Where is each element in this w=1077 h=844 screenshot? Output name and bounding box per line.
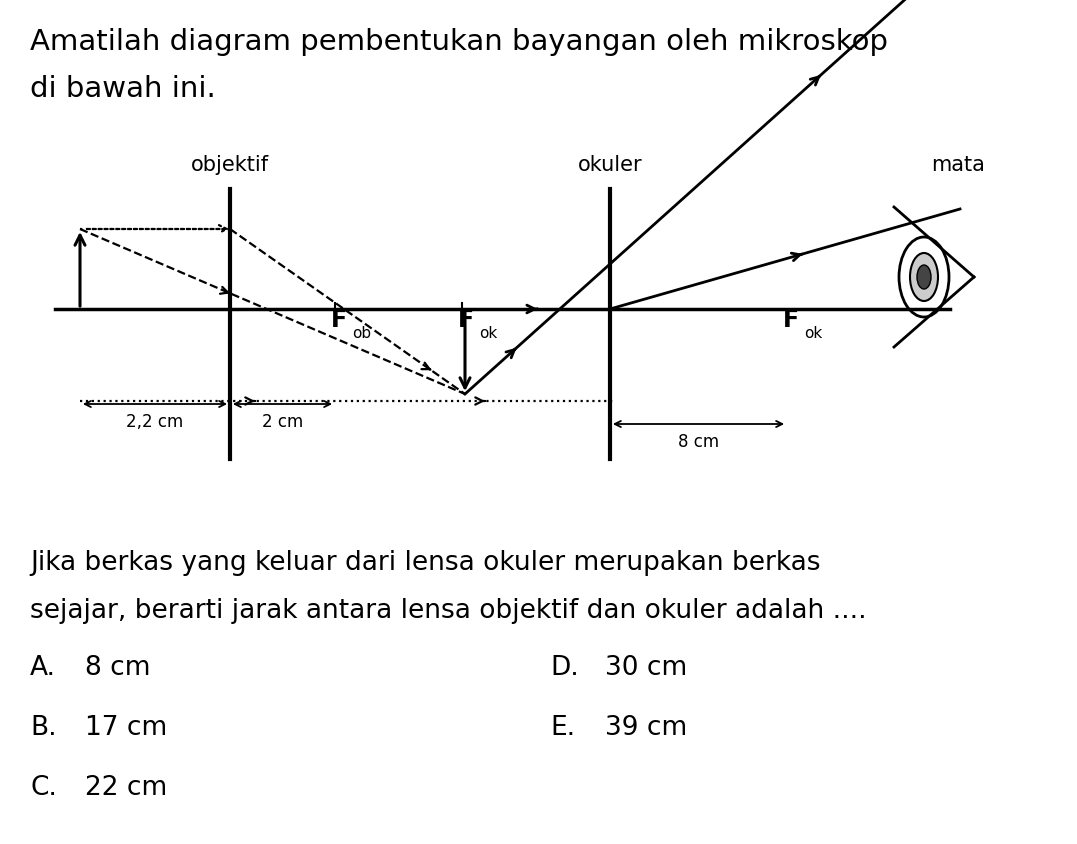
- Text: ok: ok: [805, 326, 822, 341]
- Text: 8 cm: 8 cm: [677, 432, 719, 451]
- Text: E.: E.: [550, 714, 575, 740]
- Text: Jika berkas yang keluar dari lensa okuler merupakan berkas: Jika berkas yang keluar dari lensa okule…: [30, 549, 821, 576]
- Text: B.: B.: [30, 714, 57, 740]
- Text: 2 cm: 2 cm: [262, 413, 303, 430]
- Text: 22 cm: 22 cm: [85, 774, 167, 800]
- Text: Amatilah diagram pembentukan bayangan oleh mikroskop: Amatilah diagram pembentukan bayangan ol…: [30, 28, 889, 56]
- Text: objektif: objektif: [191, 154, 269, 175]
- Ellipse shape: [910, 254, 938, 301]
- Text: $\mathbf{F}$: $\mathbf{F}$: [782, 307, 798, 332]
- Text: A.: A.: [30, 654, 56, 680]
- Text: $\mathbf{F}$: $\mathbf{F}$: [457, 307, 473, 332]
- Text: ob: ob: [352, 326, 372, 341]
- Text: ok: ok: [479, 326, 498, 341]
- Text: C.: C.: [30, 774, 57, 800]
- Text: D.: D.: [550, 654, 578, 680]
- Ellipse shape: [917, 266, 931, 289]
- Text: 8 cm: 8 cm: [85, 654, 151, 680]
- Text: di bawah ini.: di bawah ini.: [30, 75, 215, 103]
- Text: 39 cm: 39 cm: [605, 714, 687, 740]
- Text: 30 cm: 30 cm: [605, 654, 687, 680]
- Text: 2,2 cm: 2,2 cm: [126, 413, 183, 430]
- Text: okuler: okuler: [577, 154, 642, 175]
- Text: sejajar, berarti jarak antara lensa objektif dan okuler adalah ....: sejajar, berarti jarak antara lensa obje…: [30, 598, 867, 623]
- Text: 17 cm: 17 cm: [85, 714, 167, 740]
- Text: mata: mata: [932, 154, 985, 175]
- Text: $\mathbf{F}$: $\mathbf{F}$: [330, 307, 346, 332]
